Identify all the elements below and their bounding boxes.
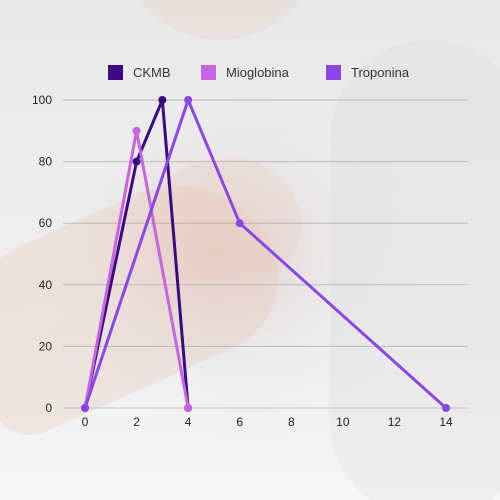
y-tick-label: 100 — [32, 93, 52, 107]
data-point-troponina-3 — [442, 404, 450, 412]
legend-item-troponina: Troponina — [326, 65, 409, 80]
y-tick-label: 40 — [39, 278, 53, 292]
x-tick-label: 2 — [133, 415, 140, 429]
series-lines — [81, 96, 450, 412]
legend-label-troponina: Troponina — [351, 65, 410, 80]
data-point-ckmb-2 — [158, 96, 167, 104]
grid-lines — [63, 99, 468, 409]
series-line-ckmb — [83, 98, 190, 410]
data-point-troponina-1 — [184, 96, 193, 104]
y-tick-label: 80 — [39, 155, 53, 169]
legend-item-mioglobina: Mioglobina — [201, 65, 289, 80]
chart-legend: CKMB Mioglobina Troponina — [0, 65, 500, 85]
legend-item-ckmb: CKMB — [108, 65, 171, 80]
legend-swatch-mioglobina — [201, 65, 216, 80]
data-point-ckmb-1 — [132, 157, 141, 166]
y-axis-tick-labels: 0 20 40 60 80 100 — [32, 93, 52, 415]
x-tick-label: 0 — [82, 415, 89, 429]
x-tick-label: 12 — [388, 415, 402, 429]
x-axis-tick-labels: 0 2 4 6 8 10 12 14 — [82, 415, 453, 429]
data-point-mioglobina-2 — [184, 404, 193, 412]
photo-shirt-shade — [330, 40, 500, 500]
y-tick-label: 20 — [39, 339, 53, 353]
x-tick-label: 4 — [185, 415, 192, 429]
data-point-troponina-0 — [81, 404, 89, 412]
legend-label-mioglobina: Mioglobina — [226, 65, 289, 80]
series-troponina — [81, 96, 450, 412]
legend-label-ckmb: CKMB — [133, 65, 171, 80]
data-point-troponina-2 — [235, 219, 244, 228]
legend-swatch-ckmb — [108, 65, 123, 80]
x-tick-label: 6 — [236, 415, 243, 429]
y-tick-label: 0 — [45, 401, 52, 415]
x-tick-label: 14 — [439, 415, 453, 429]
y-tick-label: 60 — [39, 216, 53, 230]
x-tick-label: 8 — [288, 415, 295, 429]
legend-swatch-troponina — [326, 65, 341, 80]
x-tick-label: 10 — [336, 415, 350, 429]
data-point-mioglobina-1 — [132, 126, 141, 135]
series-line-troponina — [83, 98, 448, 410]
